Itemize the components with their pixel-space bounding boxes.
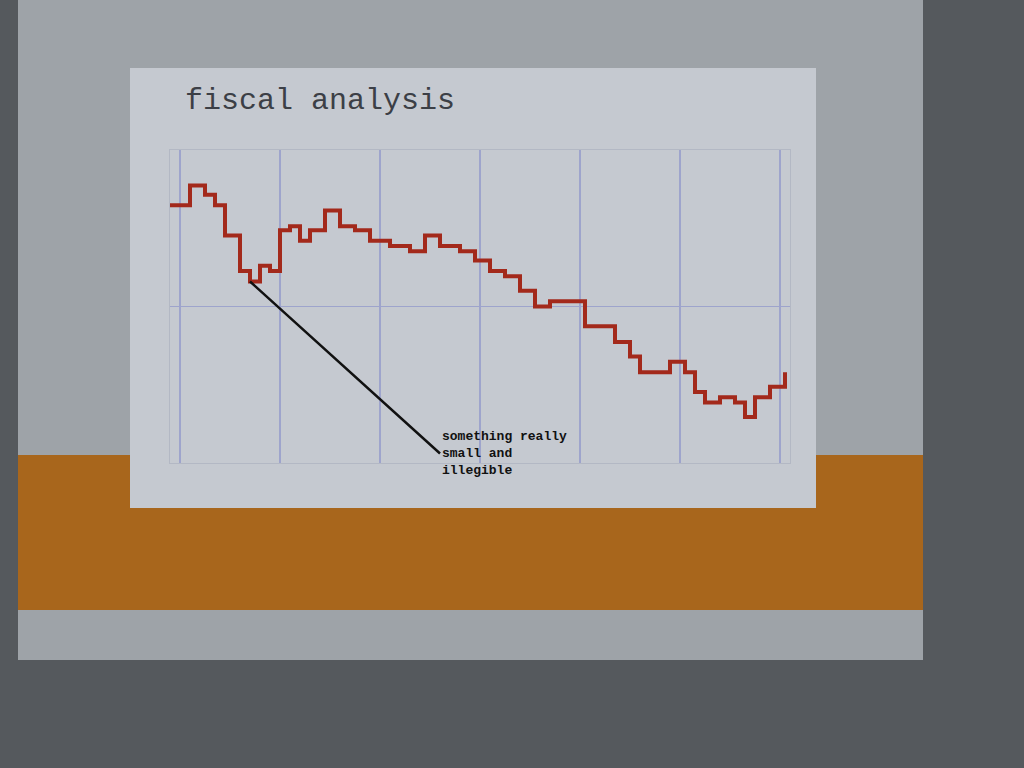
svg-text:something reallysmall andilleg: something reallysmall andillegible: [442, 429, 567, 478]
svg-text:fiscal analysis: fiscal analysis: [185, 84, 455, 118]
